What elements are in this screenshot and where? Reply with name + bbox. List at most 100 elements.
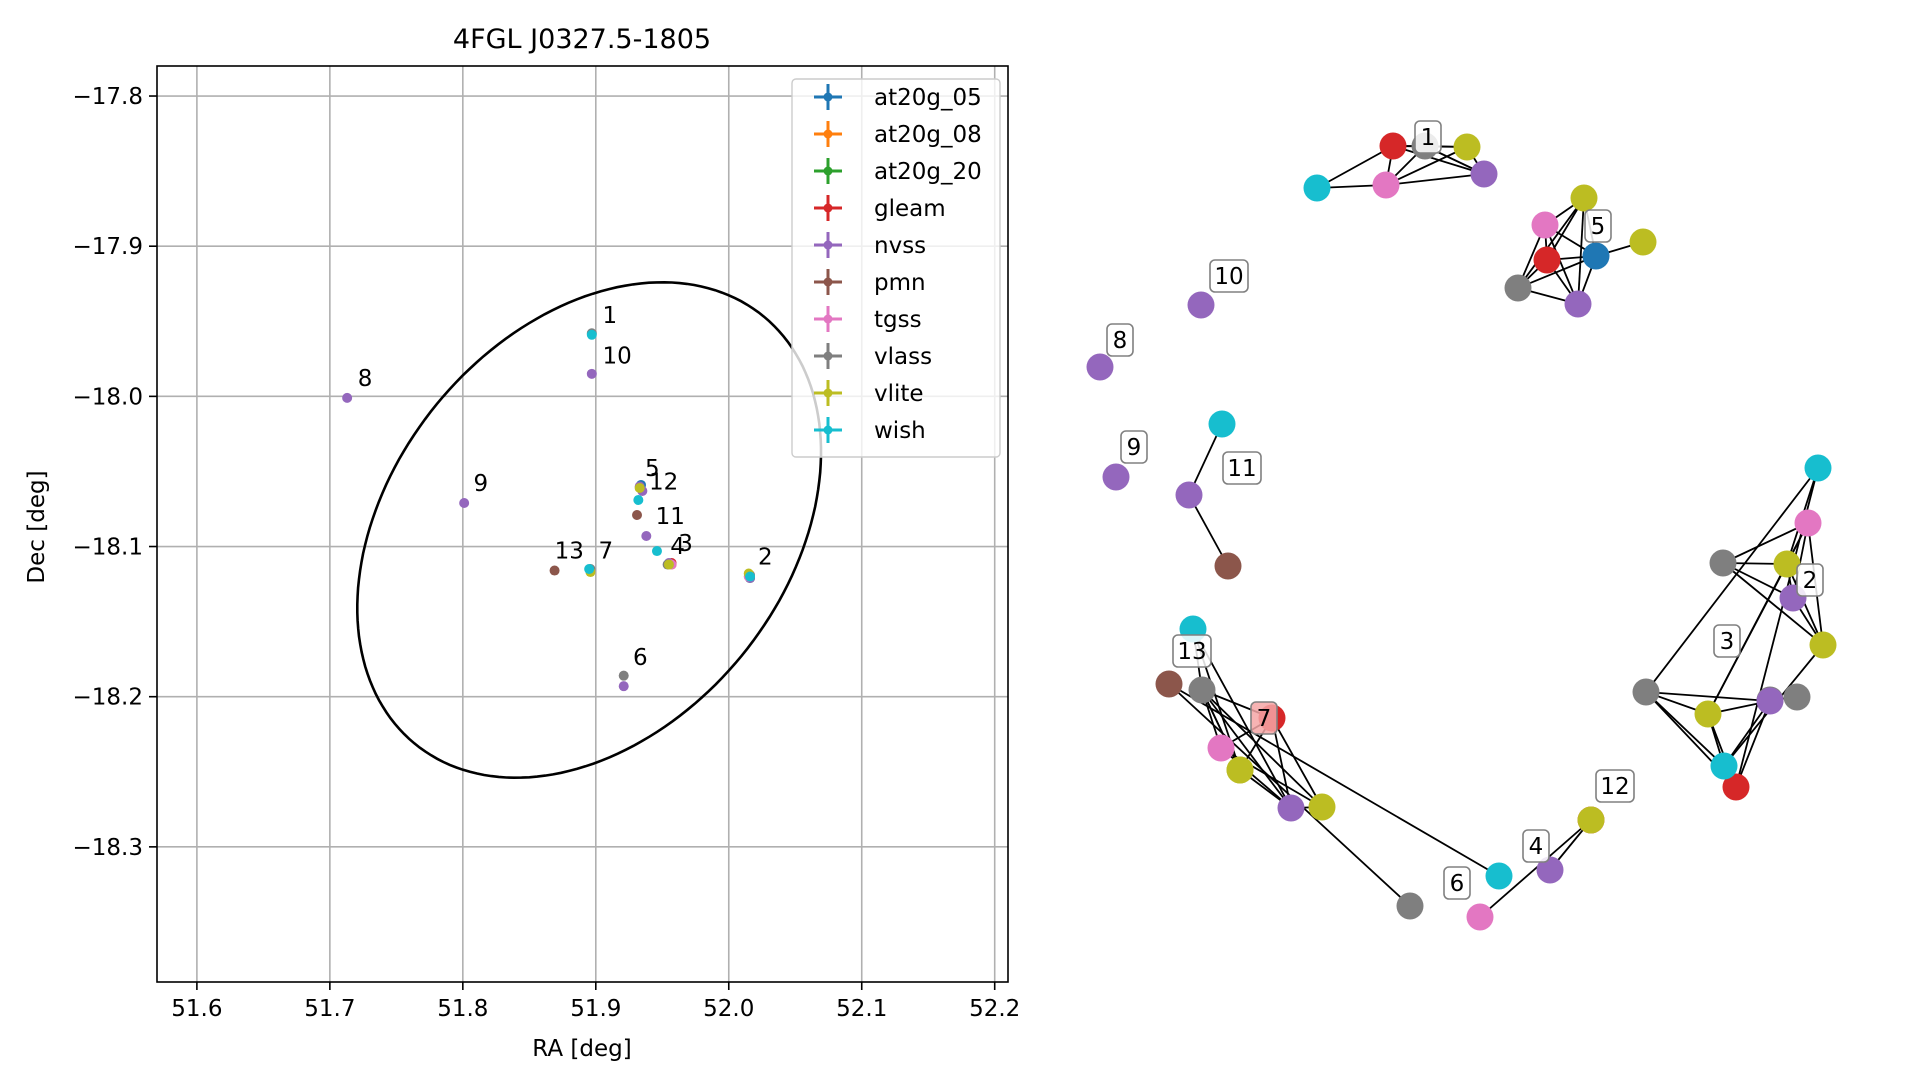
legend-entry: vlass	[874, 344, 932, 370]
network-node-tgss	[1794, 509, 1822, 537]
network-label: 12	[1595, 769, 1635, 803]
x-tick-label: 52.0	[703, 996, 754, 1022]
x-tick-label: 52.1	[836, 996, 887, 1022]
network-node-vlite	[1577, 806, 1605, 834]
network-label-text: 2	[1803, 568, 1818, 594]
point-wish	[633, 494, 644, 505]
network-label: 6	[1443, 866, 1471, 900]
network-label: 4	[1522, 829, 1550, 863]
network-node-vlite	[1226, 756, 1254, 784]
network-node-vlite	[1453, 133, 1481, 161]
network-node-gleam	[1533, 246, 1561, 274]
point-label: 3	[678, 531, 693, 557]
network-label-text: 7	[1257, 706, 1272, 732]
network-label: 9	[1120, 430, 1148, 464]
network-edge	[1220, 747, 1292, 809]
network-node-tgss	[1466, 903, 1494, 931]
legend-entry: at20g_20	[874, 159, 982, 185]
network-node-wish	[1485, 862, 1513, 890]
network-node-wish	[1303, 174, 1331, 202]
network-node-vlite	[1809, 631, 1837, 659]
network-label: 11	[1222, 451, 1262, 485]
y-axis-label: Dec [deg]	[24, 470, 50, 583]
network-label: 3	[1713, 624, 1741, 658]
network-label-box	[1414, 120, 1442, 154]
point-pmn	[549, 565, 560, 576]
network-node-nvss	[1277, 794, 1305, 822]
legend-marker	[823, 314, 833, 324]
point-label: 6	[633, 645, 648, 671]
network-label-box	[1120, 430, 1148, 464]
legend-entry: vlite	[874, 381, 924, 407]
legend-entry: tgss	[874, 307, 922, 333]
point-nvss	[618, 681, 629, 692]
network-node-vlass	[1632, 678, 1660, 706]
point-label: 2	[758, 545, 773, 571]
network-edge	[1201, 689, 1323, 808]
network-label-box	[1209, 259, 1249, 293]
network-node-nvss	[1536, 856, 1564, 884]
network-node-nvss	[1564, 290, 1592, 318]
network-label-text: 9	[1127, 435, 1142, 461]
x-tick-label: 51.7	[304, 996, 355, 1022]
point-label: 11	[656, 504, 685, 530]
legend-marker	[823, 129, 833, 139]
network-label-text: 10	[1214, 264, 1243, 290]
network-node-vlite	[1570, 184, 1598, 212]
y-tick-label: −17.9	[73, 234, 143, 260]
network-label-text: 12	[1600, 774, 1629, 800]
y-tick-label: −18.3	[73, 835, 143, 861]
network-node-wish	[1208, 410, 1236, 438]
legend-marker	[823, 166, 833, 176]
point-pmn	[632, 509, 643, 520]
network-node-vlass	[1709, 549, 1737, 577]
point-label: 7	[598, 539, 613, 565]
network-node-tgss	[1531, 211, 1559, 239]
point-nvss	[459, 497, 470, 508]
network-node-vlite	[1773, 550, 1801, 578]
network-label-box	[1713, 624, 1741, 658]
legend-marker	[823, 388, 833, 398]
network-node-wish	[1804, 454, 1832, 482]
network-node-gleam	[1722, 773, 1750, 801]
y-tick-label: −18.0	[73, 384, 143, 410]
network-label-text: 6	[1450, 871, 1465, 897]
network-node-vlite	[1308, 793, 1336, 821]
point-label: 9	[473, 471, 488, 497]
legend-entry: gleam	[874, 196, 946, 222]
legend-marker	[823, 425, 833, 435]
network-edge	[1645, 691, 1725, 767]
point-label: 12	[649, 469, 678, 495]
point-nvss	[342, 392, 353, 403]
network-label: 8	[1106, 323, 1134, 357]
legend-marker	[823, 277, 833, 287]
network-label-box	[1172, 634, 1212, 668]
network-edge	[1645, 467, 1819, 693]
network-node-vlass	[1188, 676, 1216, 704]
axis-ticks: 51.6 51.7 51.8 51.9 52.0 52.1 52.2 −17.8 −17.9 −1…	[73, 84, 1021, 1022]
network-label-box	[1250, 701, 1278, 735]
network-graph: 1 5 10 8 9 11 13 7 2 3 12 4 6	[1086, 120, 1837, 931]
network-label-text: 3	[1720, 629, 1735, 655]
legend-entry: at20g_05	[874, 85, 982, 111]
network-edge	[1271, 717, 1323, 808]
network-label: 7	[1250, 701, 1278, 735]
network-edge	[1168, 683, 1500, 877]
x-tick-label: 52.2	[969, 996, 1020, 1022]
network-node-vlite	[1694, 700, 1722, 728]
network-node-nvss	[1086, 353, 1114, 381]
network-label-box	[1106, 323, 1134, 357]
network-node-vlass	[1783, 683, 1811, 711]
network-label-text: 4	[1529, 834, 1544, 860]
network-node-wish	[1710, 752, 1738, 780]
point-wish	[586, 329, 597, 340]
point-wish	[584, 564, 595, 575]
network-edge	[1479, 819, 1592, 918]
point-vlite	[634, 482, 645, 493]
network-edge	[1645, 691, 1771, 702]
point-vlass	[618, 670, 629, 681]
network-node-vlass	[1396, 892, 1424, 920]
network-label-box	[1443, 866, 1471, 900]
